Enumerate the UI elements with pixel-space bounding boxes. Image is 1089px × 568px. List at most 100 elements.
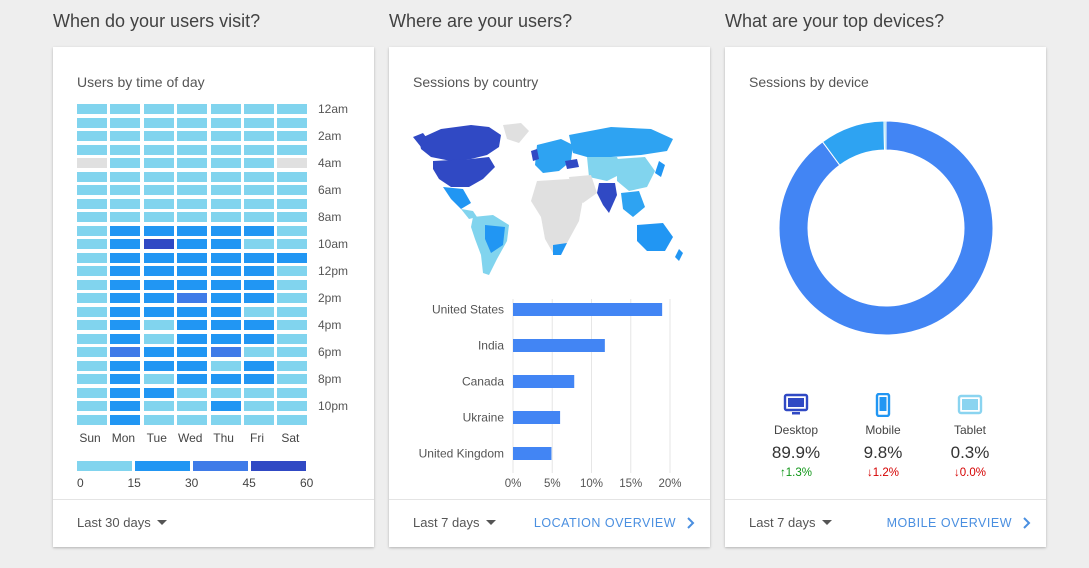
legend-tick: 60	[300, 476, 314, 490]
heatmap-cell	[77, 266, 107, 276]
x-tick-label: 0%	[505, 478, 522, 487]
heatmap-cell	[210, 252, 241, 263]
heatmap-cell	[244, 171, 274, 182]
map-region-india	[597, 183, 617, 213]
heatmap-cell	[110, 198, 141, 209]
heatmap-cell	[110, 144, 141, 155]
heatmap-cell	[77, 360, 107, 371]
date-range-dropdown[interactable]: Last 7 days	[413, 515, 496, 530]
heatmap-cell	[277, 306, 308, 317]
device-name: Tablet	[953, 423, 987, 437]
heatmap-cell	[110, 158, 141, 168]
date-range-label: Last 7 days	[749, 515, 816, 530]
heatmap-cell	[177, 387, 208, 398]
heatmap-legend	[77, 461, 313, 471]
hour-label: 12pm	[318, 264, 349, 278]
chevron-right-icon[interactable]	[684, 515, 698, 531]
heatmap-cell	[77, 374, 107, 384]
mobile-icon	[875, 393, 891, 417]
map-region-australia	[637, 223, 673, 251]
legend-swatch	[135, 461, 190, 471]
map-region-new-zealand	[675, 249, 683, 261]
heatmap-cell	[77, 414, 107, 425]
heatmap-cell	[210, 266, 241, 276]
device-change: ↓1.2%	[843, 467, 923, 479]
country-card: Sessions by country	[389, 47, 710, 547]
device-name: Desktop	[773, 423, 819, 437]
device-desktop: Desktop 89.9% ↑1.3%	[756, 393, 836, 479]
heatmap-cell	[210, 293, 241, 303]
hour-label: 4pm	[318, 318, 342, 332]
device-change: ↓0.0%	[930, 467, 1010, 479]
heatmap-cell	[277, 374, 308, 384]
heatmap-cell	[277, 158, 308, 168]
map-region-alaska	[413, 133, 429, 147]
device-name: Mobile	[865, 423, 901, 437]
heatmap-cell	[244, 293, 274, 303]
heatmap-cell	[143, 360, 174, 371]
time-of-day-column: When do your users visit? Users by time …	[53, 0, 374, 568]
heatmap-cell	[110, 171, 141, 182]
heatmap-cell	[110, 306, 141, 317]
heatmap-cell	[143, 387, 174, 398]
heatmap-cell	[210, 171, 241, 182]
heatmap-cell	[177, 374, 208, 384]
heatmap-cell	[77, 198, 107, 209]
heatmap-cell	[210, 158, 241, 168]
tablet-icon	[957, 394, 983, 415]
time-of-day-heatmap	[77, 104, 313, 428]
heatmap-cell	[210, 104, 241, 114]
heatmap-cell	[244, 198, 274, 209]
caret-down-icon	[156, 520, 167, 525]
hour-label: 12am	[318, 102, 349, 116]
heatmap-cell	[244, 117, 274, 128]
heatmap-cell	[277, 333, 308, 344]
mobile-overview-link[interactable]: MOBILE OVERVIEW	[886, 516, 1012, 530]
chevron-right-icon[interactable]	[1020, 515, 1034, 531]
map-region-mexico	[443, 187, 471, 209]
heatmap-cell	[277, 279, 308, 290]
country-bar	[513, 339, 605, 352]
legend-tick: 30	[185, 476, 199, 490]
location-overview-link[interactable]: LOCATION OVERVIEW	[533, 516, 676, 530]
hour-axis: 12am 2am 4am 6am 8am 10am 12pm 2pm 4pm 6pm 8pm 10pm	[318, 102, 358, 428]
heatmap-cell	[110, 131, 141, 141]
date-range-dropdown[interactable]: Last 30 days	[77, 515, 167, 530]
heatmap-cell	[143, 293, 174, 303]
heatmap-cell	[277, 104, 308, 114]
map-region-south-africa	[553, 243, 567, 255]
hour-label: 6am	[318, 183, 342, 197]
map-region-canada	[419, 125, 501, 161]
heatmap-cell	[244, 333, 274, 344]
heatmap-cell	[210, 401, 241, 411]
heatmap-cell	[244, 320, 274, 330]
heatmap-cell	[210, 333, 241, 344]
heatmap-cell	[143, 239, 174, 249]
country-bar	[513, 375, 575, 388]
heatmap-cell	[244, 104, 274, 114]
heatmap-cell	[143, 401, 174, 411]
country-label: Canada	[462, 375, 504, 389]
heatmap-cell	[277, 225, 308, 236]
device-change-value: 1.2%	[872, 467, 899, 479]
heatmap-cell	[143, 266, 174, 276]
heatmap-cell	[210, 306, 241, 317]
date-range-dropdown[interactable]: Last 7 days	[749, 515, 832, 530]
heatmap-cell	[177, 266, 208, 276]
heatmap-cell	[177, 158, 208, 168]
heatmap-cell	[177, 320, 208, 330]
map-region-southeast-asia	[621, 191, 645, 217]
legend-tick: 15	[127, 476, 141, 490]
devices-column: What are your top devices? Sessions by d…	[725, 0, 1046, 568]
heatmap-cell	[177, 198, 208, 209]
heatmap-cell	[210, 360, 241, 371]
map-region-brazil	[485, 225, 505, 253]
legend-swatch	[193, 461, 248, 471]
heatmap-cell	[277, 239, 308, 249]
arrow-down-icon: ↓	[954, 467, 960, 479]
heatmap-cell	[277, 414, 308, 425]
day-label: Wed	[177, 431, 203, 445]
heatmap-cell	[77, 320, 107, 330]
heatmap-cell	[277, 360, 308, 371]
heatmap-cell	[143, 212, 174, 222]
